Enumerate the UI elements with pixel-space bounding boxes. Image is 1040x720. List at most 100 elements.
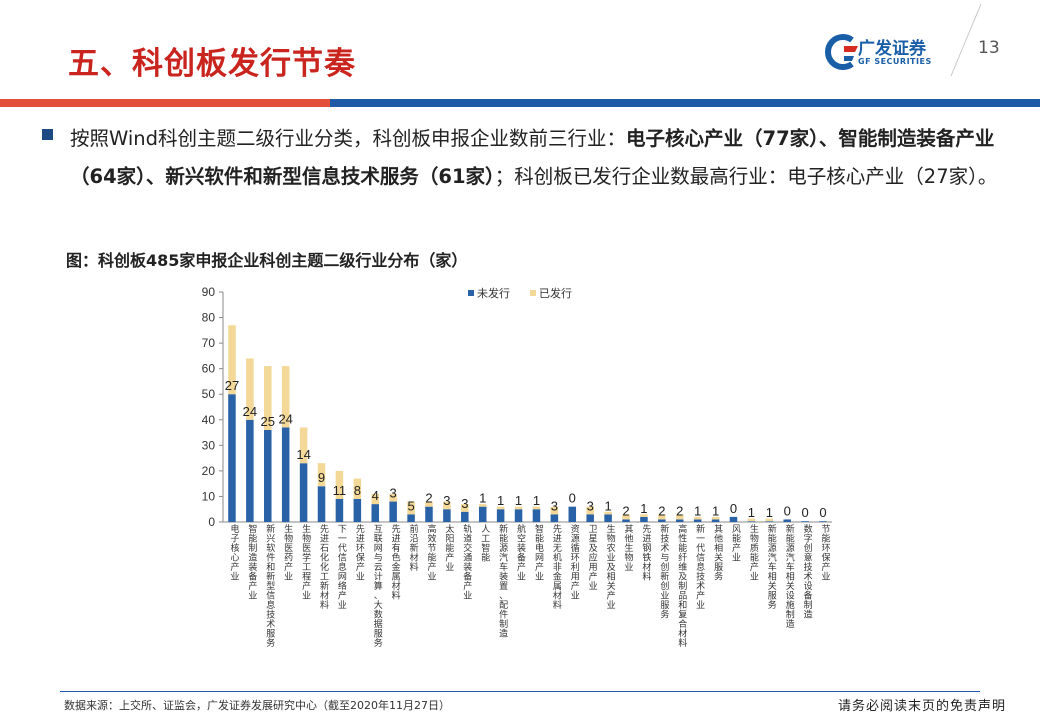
- bar-issued: [246, 358, 254, 420]
- x-category-label: 航空装备产业: [517, 523, 526, 583]
- value-label: 27: [225, 378, 239, 393]
- bar-issued: [299, 427, 308, 464]
- bar-issued: [389, 493, 397, 502]
- value-label: 25: [261, 414, 275, 429]
- bar-unissued: [819, 521, 827, 522]
- header-band-blue: [330, 99, 1040, 107]
- bar-unissued: [550, 514, 559, 522]
- value-label: 1: [766, 505, 773, 520]
- bar-unissued: [496, 509, 505, 522]
- bar-unissued: [640, 516, 648, 522]
- x-category-label: 轨道交通装备产业: [463, 523, 472, 602]
- bar-issued: [281, 366, 290, 428]
- value-label: 3: [551, 498, 558, 513]
- value-label: 2: [622, 503, 629, 518]
- bar-unissued: [801, 521, 809, 522]
- page-number: 13: [978, 38, 1000, 58]
- value-label: 1: [497, 493, 504, 508]
- bar-unissued: [353, 499, 362, 522]
- bar-unissued: [568, 506, 577, 522]
- bar-unissued: [264, 430, 272, 522]
- bar-unissued: [693, 519, 702, 522]
- legend-label-issued: 已发行: [539, 286, 572, 300]
- divider-slash: [950, 3, 982, 77]
- x-category-label: 数字创意技术设备制造: [804, 523, 813, 621]
- logo-name: 广发证券: [858, 39, 926, 59]
- bar-issued: [407, 501, 415, 515]
- bar-issued: [461, 504, 469, 512]
- bar-issued: [640, 514, 648, 517]
- y-tick-label: 10: [202, 489, 216, 503]
- bar-issued: [264, 366, 272, 430]
- legend-label-unissued: 未发行: [477, 286, 510, 300]
- value-label: 1: [748, 505, 755, 520]
- x-category-label: 人工智能: [481, 524, 490, 564]
- bar-unissued: [281, 427, 290, 522]
- bar-unissued: [675, 519, 684, 522]
- x-category-label: 新兴软件和新型信息技术服务: [266, 523, 275, 649]
- y-tick-label: 60: [202, 362, 216, 376]
- value-label: 0: [784, 503, 791, 518]
- bar-unissued: [729, 516, 738, 522]
- bar-unissued: [658, 519, 666, 522]
- bar-unissued: [443, 509, 451, 522]
- x-category-label: 先进钢铁材料: [642, 523, 651, 583]
- value-label: 2: [658, 503, 665, 518]
- y-tick-label: 40: [202, 413, 216, 427]
- bar-issued: [658, 514, 666, 520]
- bar-issued: [478, 504, 487, 507]
- value-label: 1: [640, 501, 647, 516]
- value-label: 1: [479, 491, 486, 506]
- x-category-label: 先进无机非金属材料: [553, 523, 562, 611]
- x-category-label: 生物医学工程产业: [302, 523, 311, 602]
- bar-unissued: [335, 499, 344, 522]
- bullet-marker: [42, 129, 53, 140]
- bar-issued: [675, 514, 684, 520]
- slide-title: 五、科创板发行节奏: [68, 46, 356, 82]
- x-category-label: 先进环保产业: [356, 523, 365, 583]
- bullet-text-2: ；科创板已发行企业数最高行业：电子核心产业（27家）。: [494, 165, 998, 188]
- x-category-label: 前沿新材料: [410, 523, 419, 573]
- disclaimer: 请务必阅读末页的免责声明: [838, 699, 1007, 714]
- bar-unissued: [371, 504, 380, 522]
- bar-unissued: [532, 509, 541, 522]
- bar-issued: [371, 493, 380, 505]
- value-label: 5: [407, 498, 414, 513]
- bar-issued: [443, 501, 451, 510]
- y-tick-label: 80: [202, 311, 216, 325]
- bar-issued: [550, 506, 559, 515]
- bar-unissued: [783, 519, 791, 522]
- x-category-label: 其他相关服务: [714, 524, 723, 583]
- value-label: 1: [515, 493, 522, 508]
- x-category-label: 生物农业及相关产业: [607, 523, 616, 611]
- value-label: 14: [296, 447, 310, 462]
- value-label: 1: [604, 498, 611, 513]
- bar-issued: [317, 463, 326, 487]
- legend-swatch-issued: [530, 290, 536, 296]
- bar-issued: [765, 518, 774, 522]
- x-category-label: 风能产业: [732, 524, 741, 564]
- value-label: 3: [587, 498, 594, 513]
- bar-issued: [622, 514, 630, 520]
- value-label: 1: [712, 503, 719, 518]
- x-category-label: 高性能纤维及制品和复合材料: [678, 523, 687, 649]
- bar-issued: [532, 506, 541, 510]
- value-label: 3: [461, 496, 468, 511]
- y-tick-label: 30: [202, 438, 216, 452]
- value-label: 2: [676, 503, 683, 518]
- legend-swatch-unissued: [468, 290, 474, 296]
- bar-issued: [693, 516, 702, 520]
- bar-unissued: [622, 519, 630, 522]
- header-band-red: [0, 99, 330, 107]
- y-tick-label: 90: [202, 285, 216, 299]
- figure-caption: 图：科创板485家申报企业科创主题二级行业分布（家）: [66, 251, 468, 270]
- bar-unissued: [711, 519, 720, 522]
- bar-unissued: [461, 511, 469, 522]
- bar-issued: [228, 325, 236, 395]
- value-label: 0: [819, 505, 826, 520]
- x-category-label: 新一代信息技术产业: [696, 523, 705, 611]
- bar-unissued: [317, 486, 326, 522]
- bar-issued: [604, 511, 612, 515]
- x-category-label: 卫星及应用产业: [589, 525, 598, 592]
- bar-unissued: [228, 394, 236, 522]
